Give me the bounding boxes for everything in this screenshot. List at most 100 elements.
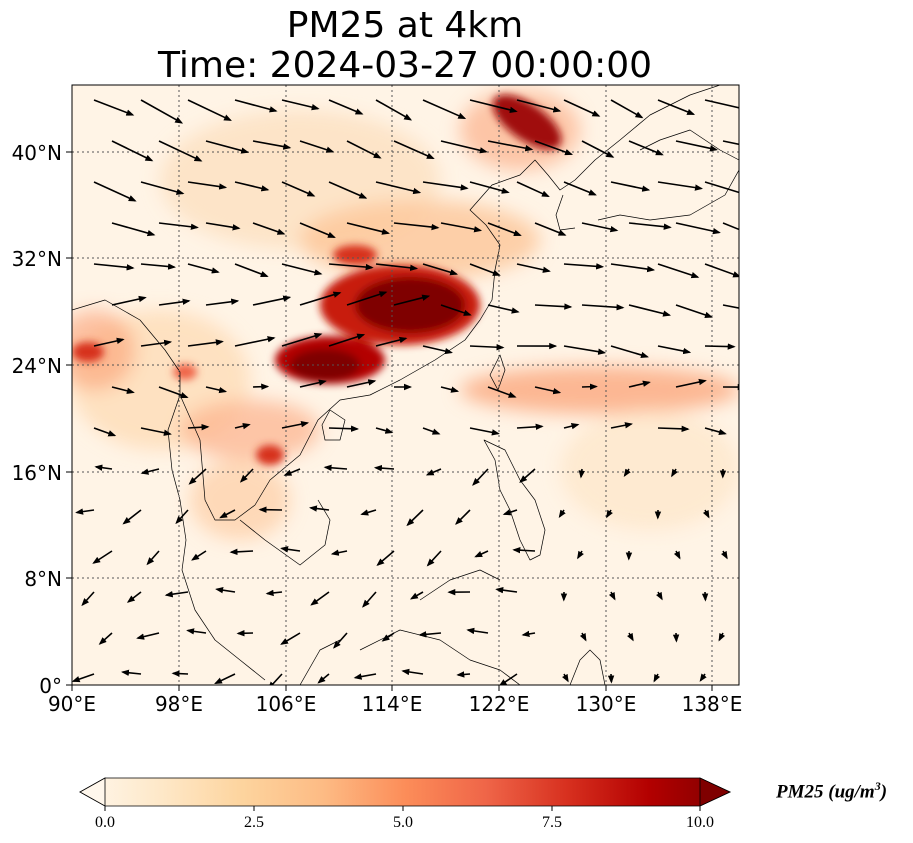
wind-arrow [175, 509, 189, 525]
colorbar-extend-min [79, 777, 106, 807]
wind-arrow [702, 509, 710, 519]
wind-arrow [401, 668, 424, 676]
wind-arrow [440, 304, 472, 316]
wind-arrow [469, 344, 505, 351]
wind-arrow [512, 546, 536, 554]
wind-arrow [309, 505, 330, 512]
wind-arrow [92, 550, 113, 564]
wind-arrow [252, 295, 292, 306]
wind-arrow [98, 632, 113, 645]
wind-arrow [657, 263, 700, 279]
wind-arrow [521, 630, 536, 638]
wind-arrow [675, 304, 713, 318]
wind-arrow [234, 99, 278, 113]
wind-arrow [187, 99, 232, 121]
wind-arrow [516, 263, 551, 273]
wind-arrow [111, 295, 147, 306]
wind-arrow [422, 181, 469, 191]
wind-arrow [469, 427, 500, 436]
wind-arrow [381, 632, 395, 642]
wind-arrow [657, 99, 696, 116]
wind-arrow [299, 140, 335, 153]
lat-tick-label: 8°N [24, 567, 62, 591]
wind-arrow [205, 298, 240, 306]
wind-arrow [187, 423, 210, 431]
wind-arrow [140, 99, 184, 124]
wind-arrow [252, 140, 292, 150]
wind-arrow [375, 263, 419, 271]
wind-arrow [563, 99, 601, 117]
wind-arrow [140, 427, 172, 436]
wind-arrow [283, 468, 301, 476]
wind-arrow [281, 181, 316, 197]
wind-arrow [136, 632, 160, 640]
colorbar-gradient [79, 777, 731, 807]
wind-arrow [704, 181, 739, 194]
wind-arrow [126, 591, 142, 603]
wind-arrow [534, 386, 562, 395]
wind-arrow [75, 508, 95, 515]
colorbar-label: PM25 (ug/m3) [776, 779, 887, 803]
wind-arrow [466, 627, 489, 635]
wind-arrow [234, 336, 276, 347]
wind-arrow [671, 468, 678, 478]
wind-arrow [704, 263, 739, 278]
wind-arrow [657, 425, 690, 433]
wind-arrow [280, 546, 301, 553]
wind-arrow [111, 222, 156, 237]
wind-arrow [267, 673, 283, 685]
wind-arrow [699, 673, 707, 682]
wind-arrow [346, 379, 377, 388]
wind-arrow [376, 550, 395, 567]
wind-arrow [346, 140, 382, 159]
wind-arrow [623, 468, 631, 478]
wind-arrow [205, 222, 241, 231]
wind-arrow [375, 99, 413, 121]
lat-tick-label: 16°N [11, 461, 62, 485]
wind-arrow [704, 99, 739, 109]
lon-tick-label: 122°E [468, 692, 530, 716]
wind-arrow [704, 343, 736, 350]
wind-arrow [610, 99, 644, 119]
wind-arrow [299, 291, 342, 306]
wind-arrow [93, 181, 137, 202]
wind-arrow [187, 339, 224, 347]
wind-arrow [704, 427, 727, 436]
wind-arrow [252, 383, 270, 390]
wind-arrow [610, 263, 656, 273]
wind-arrow [281, 263, 323, 276]
wind-arrow [581, 383, 598, 390]
wind-arrow [375, 427, 394, 434]
wind-arrow [675, 222, 721, 235]
wind-arrow [519, 468, 536, 483]
wind-arrow [487, 304, 520, 314]
wind-arrow [456, 671, 471, 678]
wind-arrow [140, 263, 176, 270]
wind-arrow [252, 222, 286, 235]
lon-tick-label: 130°E [575, 692, 637, 716]
lon-tick-label: 98°E [154, 692, 204, 716]
wind-arrow [205, 140, 250, 154]
wind-vectors [72, 99, 739, 685]
wind-arrow [516, 423, 544, 431]
wind-arrow [487, 222, 522, 237]
wind-arrow [299, 222, 336, 239]
wind-arrow [563, 345, 607, 355]
wind-arrow [440, 386, 460, 393]
wind-arrow [422, 99, 467, 120]
wind-arrow [655, 591, 663, 601]
wind-arrow [281, 421, 310, 429]
wind-arrow [422, 263, 459, 276]
axis-ticks [66, 151, 713, 691]
lon-tick-label: 90°E [47, 692, 97, 716]
wind-arrow [146, 550, 160, 566]
wind-arrow [610, 422, 633, 429]
lat-tick-label: 40°N [11, 141, 62, 165]
wind-arrow [469, 263, 501, 276]
wind-arrow [440, 140, 488, 154]
wind-arrow [393, 140, 435, 160]
colorbar-tick-label: 0.0 [95, 814, 115, 831]
wind-arrow [498, 673, 518, 685]
wind-arrow [219, 509, 236, 519]
